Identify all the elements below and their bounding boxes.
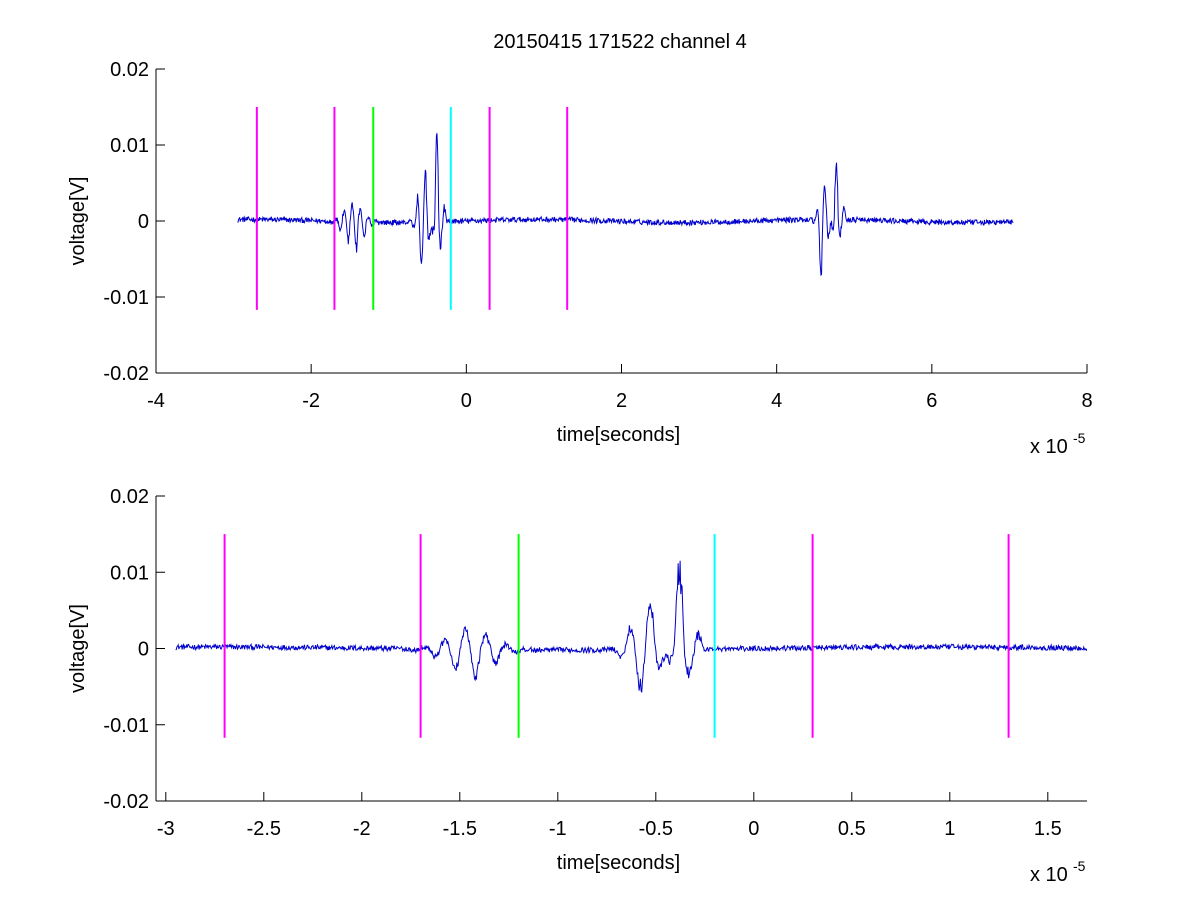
y-tick-label: 0.01 [110, 135, 149, 157]
x-axis-label: time[seconds] [557, 424, 680, 446]
figure-title: 20150415 171522 channel 4 [493, 31, 747, 53]
x-tick-label: 2 [616, 390, 627, 412]
x-tick-label: 8 [1081, 390, 1092, 412]
y-tick-label: -0.02 [103, 791, 149, 813]
x-tick-label: -4 [147, 390, 165, 412]
x-axis-label: time[seconds] [557, 852, 680, 874]
y-tick-label: 0.02 [110, 486, 149, 508]
x-tick-label: 0.5 [838, 818, 866, 840]
bottom-subplot: -0.02 -0.01 0 0.01 0.02 -3 -2.5 -2 -1.5 -1 -0.5 0 0.… [67, 486, 1087, 886]
x-tick-label: -1.5 [443, 818, 477, 840]
x-scale-exponent: -5 [1073, 430, 1086, 446]
y-axis-label: voltage[V] [67, 177, 89, 266]
x-scale-exponent: -5 [1073, 858, 1086, 874]
top-subplot: -0.02 -0.01 0 0.01 0.02 -4 -2 0 2 4 6 8 time[seconds… [67, 59, 1093, 458]
x-tick-label: 1 [944, 818, 955, 840]
x-tick-label: 6 [926, 390, 937, 412]
signal-trace [237, 133, 1014, 277]
y-tick-label: 0.01 [110, 562, 149, 584]
y-tick-label: 0 [138, 211, 149, 233]
x-tick-label: -2 [302, 390, 320, 412]
x-tick-label: 0 [461, 390, 472, 412]
x-tick-label: -2 [353, 818, 371, 840]
x-tick-label: 0 [748, 818, 759, 840]
x-tick-label: 4 [771, 390, 782, 412]
x-scale-multiplier: x 10 [1030, 436, 1068, 458]
signal-trace [175, 560, 1087, 693]
y-axis-label: voltage[V] [67, 604, 89, 693]
x-tick-label: -0.5 [639, 818, 673, 840]
x-tick-label: -2.5 [247, 818, 281, 840]
x-tick-label: -1 [549, 818, 567, 840]
y-tick-label: -0.01 [103, 715, 149, 737]
y-tick-label: -0.01 [103, 287, 149, 309]
y-tick-label: 0.02 [110, 59, 149, 81]
y-tick-label: -0.02 [103, 363, 149, 385]
x-tick-label: -3 [157, 818, 175, 840]
x-tick-label: 1.5 [1034, 818, 1062, 840]
y-tick-label: 0 [138, 639, 149, 661]
x-scale-multiplier: x 10 [1030, 864, 1068, 886]
